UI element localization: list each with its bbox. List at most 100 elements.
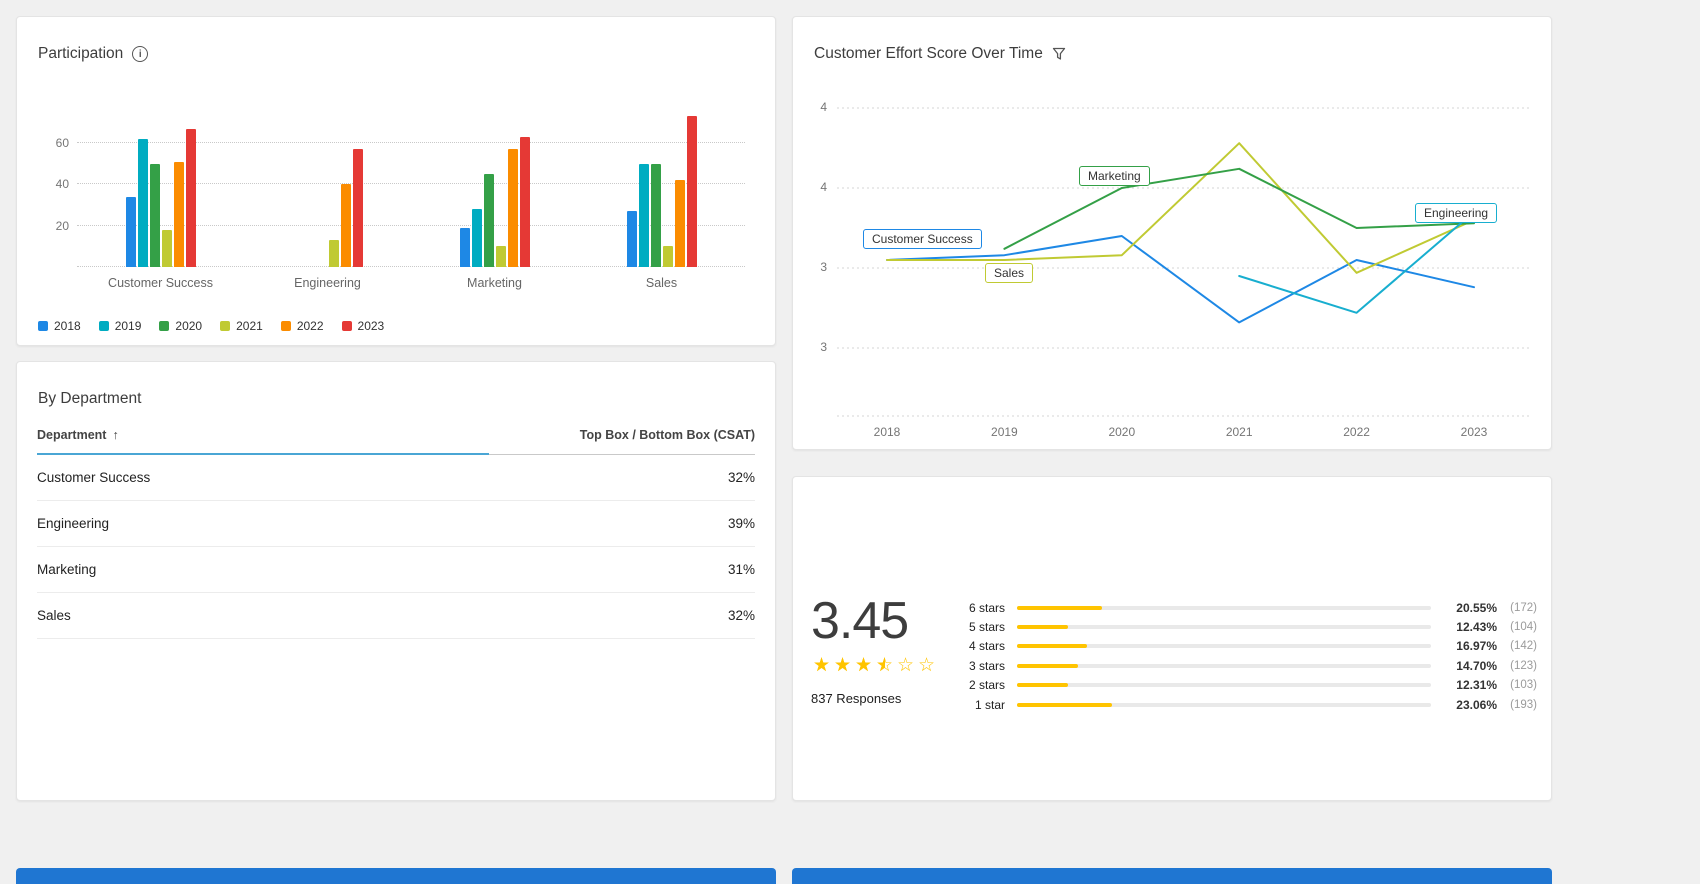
distribution-bar-track xyxy=(1017,605,1431,610)
distribution-percent: 12.43% xyxy=(1456,620,1497,635)
distribution-bar-fill xyxy=(1017,683,1068,688)
x-axis-tick-label: 2023 xyxy=(1460,425,1488,439)
legend-item-2022[interactable]: 2022 xyxy=(280,319,324,333)
line-series-Engineering xyxy=(1238,211,1475,314)
series-label-Marketing[interactable]: Marketing xyxy=(1079,166,1150,186)
ces-card: Customer Effort Score Over Time 4 4 3 3 2018… xyxy=(792,16,1552,450)
legend-item-2021[interactable]: 2021 xyxy=(220,319,263,333)
star-outline: ☆ xyxy=(854,655,873,676)
distribution-label: 4 stars xyxy=(968,639,1005,654)
legend-swatch xyxy=(280,321,291,331)
legend-label: 2018 xyxy=(54,319,81,333)
department-cell: Sales xyxy=(37,608,71,623)
x-axis-tick-label: 2021 xyxy=(1225,425,1253,439)
rating-card: 3.45 ★☆★☆★☆★☆★☆★☆ 837 Responses 6 stars2… xyxy=(792,476,1552,801)
sort-asc-icon[interactable]: ↑ xyxy=(112,428,119,442)
bar-2022[interactable] xyxy=(674,180,685,267)
star-fill: ★ xyxy=(812,655,831,676)
distribution-bar-track xyxy=(1017,644,1431,649)
series-label-Engineering[interactable]: Engineering xyxy=(1415,203,1498,223)
table-row[interactable]: Customer Success 32% xyxy=(37,455,755,501)
department-cell: Customer Success xyxy=(37,470,151,485)
bar-2021[interactable] xyxy=(662,246,673,267)
column-header-csat[interactable]: Top Box / Bottom Box (CSAT) xyxy=(579,428,755,442)
legend-item-2019[interactable]: 2019 xyxy=(98,319,141,333)
legend-item-2020[interactable]: 2020 xyxy=(159,319,202,333)
category-label: Engineering xyxy=(294,276,361,290)
legend-label: 2022 xyxy=(296,319,324,333)
legend-item-2023[interactable]: 2023 xyxy=(341,319,384,333)
bar-2019[interactable] xyxy=(638,163,649,267)
rating-distribution: 6 stars 20.55% (172) 5 stars 12.43% (104) 4 st… xyxy=(951,598,1537,714)
filter-icon[interactable] xyxy=(1052,47,1066,61)
department-table-body: Customer Success 32% Engineering 39% Marketi… xyxy=(37,455,755,639)
bar-2023[interactable] xyxy=(686,116,697,267)
x-axis-tick-label: 2018 xyxy=(873,425,901,439)
legend-item-2018[interactable]: 2018 xyxy=(38,319,81,333)
department-cell: Engineering xyxy=(37,516,110,531)
distribution-percent: 14.70% xyxy=(1456,658,1497,673)
department-column-label: Department xyxy=(37,428,107,442)
series-label-Sales[interactable]: Sales xyxy=(985,263,1034,283)
participation-legend: 2018 2019 2020 2021 2022 2023 xyxy=(38,319,384,333)
department-table: Department ↑ Top Box / Bottom Box (CSAT)… xyxy=(37,420,755,639)
bar-2019[interactable] xyxy=(137,138,148,267)
cutoff-widget-right xyxy=(792,868,1552,884)
bar-2022[interactable] xyxy=(173,161,184,267)
bar-2021[interactable] xyxy=(495,246,506,267)
y-axis-tick-label: 40 xyxy=(55,177,69,192)
bar-2020[interactable] xyxy=(650,163,661,267)
star-empty-icon: ★☆ xyxy=(916,654,937,677)
info-icon[interactable]: i xyxy=(132,46,149,62)
bar-2023[interactable] xyxy=(185,128,196,267)
column-header-department[interactable]: Department ↑ xyxy=(37,428,119,442)
bar-2021[interactable] xyxy=(161,229,172,267)
gridline xyxy=(77,142,745,143)
legend-swatch xyxy=(220,321,231,331)
series-label-Customer Success[interactable]: Customer Success xyxy=(863,229,982,249)
x-axis-tick-label: 2022 xyxy=(1343,425,1370,439)
x-axis-tick-label: 2020 xyxy=(1108,425,1136,439)
star-full-icon: ★ ☆ xyxy=(832,654,853,677)
participation-title-text: Participation xyxy=(38,45,124,62)
bar-2023[interactable] xyxy=(352,149,363,267)
bar-2020[interactable] xyxy=(483,174,494,267)
distribution-bar-fill xyxy=(1017,663,1078,668)
distribution-bar-track xyxy=(1017,663,1431,668)
bar-2019[interactable] xyxy=(471,209,482,267)
y-axis-tick-label: 20 xyxy=(55,218,69,233)
distribution-percent: 20.55% xyxy=(1456,600,1497,615)
table-row[interactable]: Marketing 31% xyxy=(37,547,755,593)
bar-group: Customer Success xyxy=(77,112,244,290)
bar-2021[interactable] xyxy=(328,240,339,267)
legend-label: 2020 xyxy=(175,319,203,333)
distribution-label: 5 stars xyxy=(968,620,1005,635)
star-half-icon: ★ ☆ xyxy=(874,654,895,677)
table-row[interactable]: Sales 32% xyxy=(37,593,755,639)
bar-2023[interactable] xyxy=(519,136,530,267)
category-label: Customer Success xyxy=(108,276,213,290)
rating-summary: 3.45 ★☆★☆★☆★☆★☆★☆ 837 Responses 6 stars2… xyxy=(811,595,1537,714)
gridline xyxy=(77,266,745,267)
table-row[interactable]: Engineering 39% xyxy=(37,501,755,547)
legend-label: 2021 xyxy=(236,319,263,333)
star-empty-icon: ★☆ xyxy=(895,654,916,677)
bar-groups: Customer Success Engineering Marketing Sale… xyxy=(77,112,745,290)
distribution-count: (172) xyxy=(1510,601,1537,614)
ces-title-text: Customer Effort Score Over Time xyxy=(814,45,1043,62)
bar-2018[interactable] xyxy=(125,196,136,267)
distribution-row: 1 star 23.06% (193) xyxy=(951,695,1537,714)
rating-score: 3.45 xyxy=(811,592,909,650)
gridline xyxy=(77,183,745,185)
star-full-icon: ★ ☆ xyxy=(853,654,874,677)
bar-2022[interactable] xyxy=(340,184,351,267)
star-outline: ☆ xyxy=(875,655,894,676)
csat-cell: 31% xyxy=(727,562,755,577)
bar-2020[interactable] xyxy=(149,163,160,267)
bar-2022[interactable] xyxy=(507,149,518,267)
bar-group: Marketing xyxy=(411,112,578,290)
bar-2018[interactable] xyxy=(626,211,637,267)
bar-2018[interactable] xyxy=(459,227,470,267)
by-department-title: By Department xyxy=(38,390,141,408)
star-full-icon: ★ ☆ xyxy=(811,654,832,677)
